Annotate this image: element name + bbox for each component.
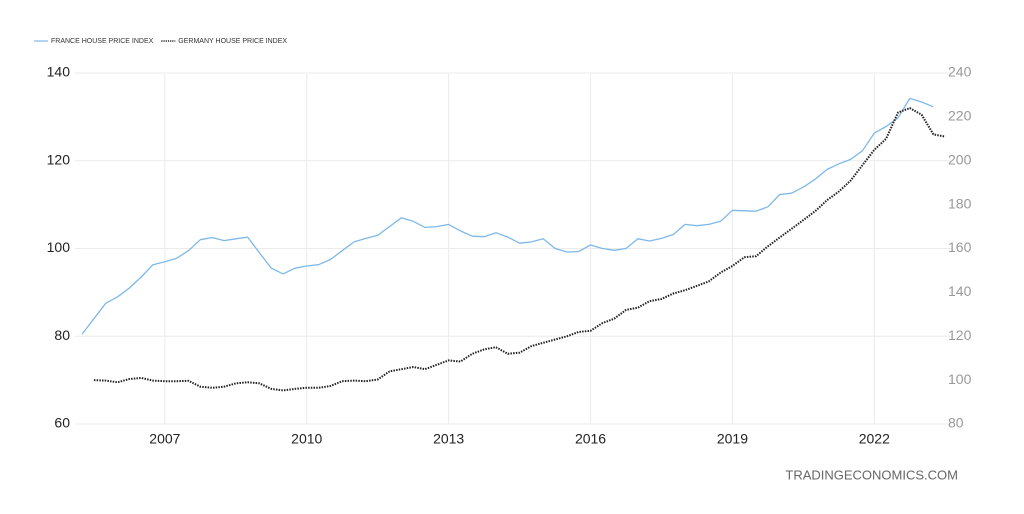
- line-series: [81, 97, 934, 335]
- legend-label: GERMANY HOUSE PRICE INDEX: [178, 38, 287, 45]
- x-tick-label: 2019: [717, 431, 748, 447]
- y2-tick-label: 140: [948, 283, 972, 299]
- legend-label: FRANCE HOUSE PRICE INDEX: [51, 38, 154, 45]
- y2-tick-label: 160: [948, 239, 972, 255]
- x-tick-label: 2016: [575, 431, 606, 447]
- x-tick-label: 2022: [859, 431, 890, 447]
- y-tick-label: 100: [47, 239, 71, 255]
- x-tick-label: 2013: [433, 431, 464, 447]
- y2-tick-label: 200: [948, 151, 972, 167]
- y-tick-label: 140: [47, 64, 71, 80]
- y2-tick-label: 80: [948, 415, 964, 431]
- y-tick-label: 120: [47, 151, 71, 167]
- y-tick-label: 60: [54, 415, 70, 431]
- y2-tick-label: 220: [948, 108, 972, 124]
- y2-tick-label: 120: [948, 327, 972, 343]
- line-series: [93, 107, 946, 392]
- x-tick-label: 2010: [291, 431, 322, 447]
- x-tick-label: 2007: [149, 431, 180, 447]
- watermark: TRADINGECONOMICS.COM: [785, 467, 958, 482]
- y2-tick-label: 100: [948, 371, 972, 387]
- y2-tick-label: 180: [948, 195, 972, 211]
- y-tick-label: 80: [54, 327, 70, 343]
- y2-tick-label: 240: [948, 64, 972, 80]
